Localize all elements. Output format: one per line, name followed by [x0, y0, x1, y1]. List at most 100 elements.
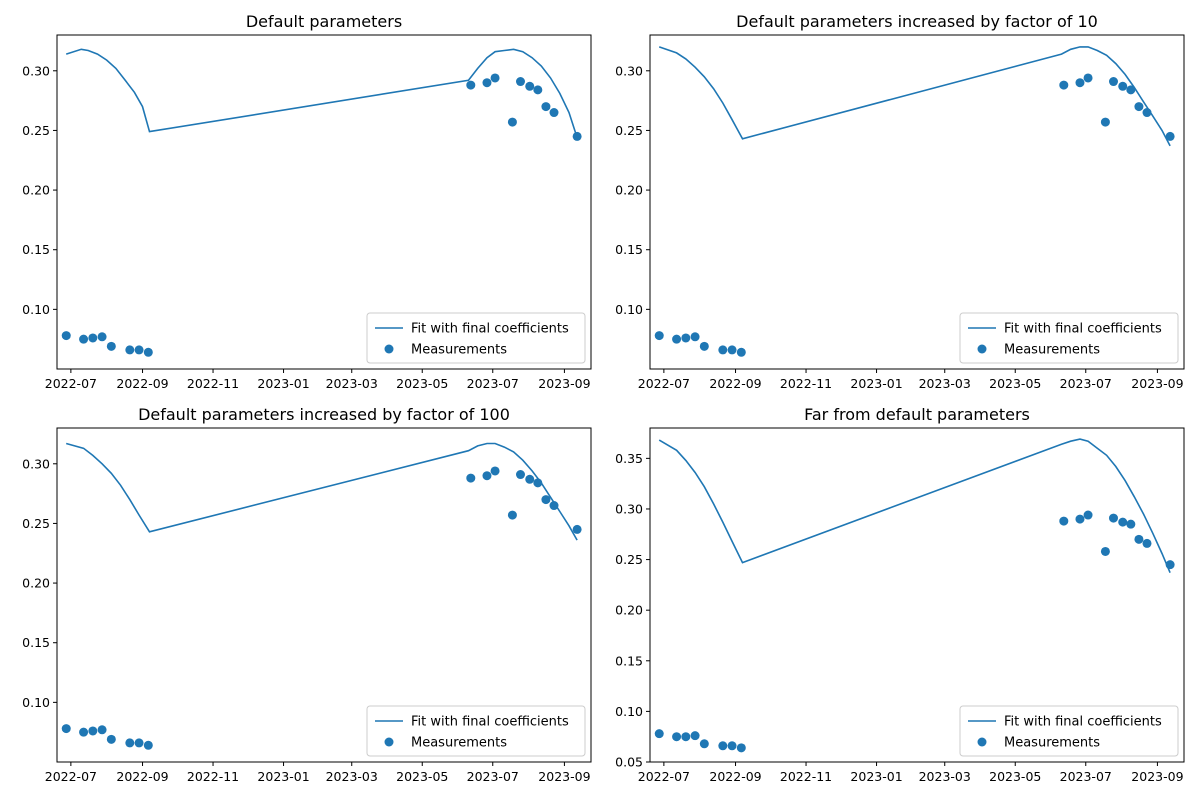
measurement-point — [572, 524, 582, 534]
axes-frame — [649, 427, 1185, 763]
measurement-point — [572, 131, 582, 141]
y-tick-label: 0.25 — [22, 123, 50, 138]
measurement-point — [88, 726, 98, 736]
measurement-point — [690, 731, 700, 741]
measurement-point — [699, 341, 709, 351]
measurement-point — [718, 345, 728, 355]
measurement-point — [61, 724, 71, 734]
x-tick-label: 2022-07 — [638, 376, 690, 391]
legend-box — [366, 705, 586, 757]
measurement-point — [106, 341, 116, 351]
measurement-point — [125, 738, 135, 748]
measurement-point — [143, 740, 153, 750]
measurement-point — [1100, 546, 1110, 556]
measurement-point — [125, 345, 135, 355]
y-tick-label: 0.20 — [615, 603, 643, 618]
x-tick-label: 2023-09 — [1131, 376, 1183, 391]
legend-marker-swatch — [977, 737, 987, 747]
y-tick-label: 0.25 — [615, 123, 643, 138]
measurement-point — [106, 734, 116, 744]
measurement-point — [1118, 81, 1128, 91]
measurement-point — [681, 333, 691, 343]
axes-frame — [56, 427, 592, 763]
y-tick-label: 0.30 — [22, 63, 50, 78]
legend-box — [959, 705, 1179, 757]
measurement-point — [1059, 80, 1069, 90]
x-tick-label: 2023-03 — [326, 769, 378, 784]
y-tick-label: 0.10 — [615, 302, 643, 317]
measurement-point — [736, 347, 746, 357]
legend-marker-swatch — [384, 737, 394, 747]
measurement-point — [533, 478, 543, 488]
chart-panel-4: Far from default parameters 2022-07 2022-0… — [615, 405, 1185, 784]
x-tick-label: 2023-05 — [396, 769, 448, 784]
measurement-point — [482, 78, 492, 88]
chart-panel-3: Default parameters increased by factor o… — [22, 405, 592, 784]
y-tick-label: 0.20 — [615, 183, 643, 198]
measurement-point — [736, 743, 746, 753]
y-tick-label: 0.30 — [615, 63, 643, 78]
measurement-point — [1134, 534, 1144, 544]
measurement-point — [718, 741, 728, 751]
x-tick-label: 2023-05 — [989, 376, 1041, 391]
measurement-point — [525, 81, 535, 91]
x-tick-label: 2022-09 — [116, 376, 168, 391]
measurement-point — [1100, 117, 1110, 127]
x-tick-label: 2022-09 — [709, 769, 761, 784]
measurement-point — [1083, 73, 1093, 83]
legend-label: Measurements — [411, 736, 507, 751]
x-tick-label: 2023-09 — [538, 769, 590, 784]
y-tick-label: 0.15 — [22, 242, 50, 257]
chart-title: Default parameters increased by factor o… — [736, 12, 1098, 31]
y-tick-label: 0.15 — [615, 242, 643, 257]
x-tick-label: 2022-09 — [709, 376, 761, 391]
measurement-point — [482, 471, 492, 481]
legend: Fit with final coefficients Measurements — [366, 705, 586, 757]
legend-marker-swatch — [977, 344, 987, 354]
x-tick-label: 2022-11 — [187, 769, 239, 784]
y-tick-label: 0.30 — [615, 501, 643, 516]
measurement-point — [97, 332, 107, 342]
measurement-point — [727, 345, 737, 355]
x-tick-label: 2023-07 — [467, 769, 519, 784]
y-tick-label: 0.25 — [22, 516, 50, 531]
measurement-point — [466, 473, 476, 483]
fit-line — [658, 438, 1171, 574]
measurement-point — [672, 334, 682, 344]
measurement-point — [1075, 514, 1085, 524]
chart-panel-2: Default parameters increased by factor o… — [615, 12, 1185, 391]
x-tick-label: 2023-01 — [850, 376, 902, 391]
measurement-point — [541, 495, 551, 505]
measurement-point — [515, 470, 525, 480]
measurement-point — [533, 85, 543, 95]
legend: Fit with final coefficients Measurements — [959, 312, 1179, 364]
x-tick-label: 2023-07 — [467, 376, 519, 391]
y-tick-label: 0.10 — [22, 695, 50, 710]
measurement-point — [466, 80, 476, 90]
legend-label: Fit with final coefficients — [1004, 715, 1162, 730]
legend-label: Measurements — [1004, 343, 1100, 358]
x-tick-label: 2022-09 — [116, 769, 168, 784]
fit-line — [65, 442, 578, 541]
y-tick-label: 0.25 — [615, 552, 643, 567]
x-tick-label: 2022-11 — [780, 769, 832, 784]
x-tick-label: 2022-07 — [638, 769, 690, 784]
measurement-point — [507, 510, 517, 520]
legend: Fit with final coefficients Measurements — [366, 312, 586, 364]
legend: Fit with final coefficients Measurements — [959, 705, 1179, 757]
measurement-point — [1108, 77, 1118, 87]
measurement-point — [79, 727, 89, 737]
legend-label: Measurements — [411, 343, 507, 358]
y-tick-label: 0.20 — [22, 183, 50, 198]
chart-title: Far from default parameters — [804, 405, 1030, 424]
x-tick-label: 2023-01 — [257, 769, 309, 784]
y-tick-label: 0.10 — [615, 704, 643, 719]
measurement-point — [134, 738, 144, 748]
measurement-point — [1126, 519, 1136, 529]
measurement-point — [1108, 513, 1118, 523]
measurement-point — [690, 332, 700, 342]
x-tick-label: 2023-05 — [396, 376, 448, 391]
x-tick-label: 2023-09 — [538, 376, 590, 391]
measurement-point — [1075, 78, 1085, 88]
